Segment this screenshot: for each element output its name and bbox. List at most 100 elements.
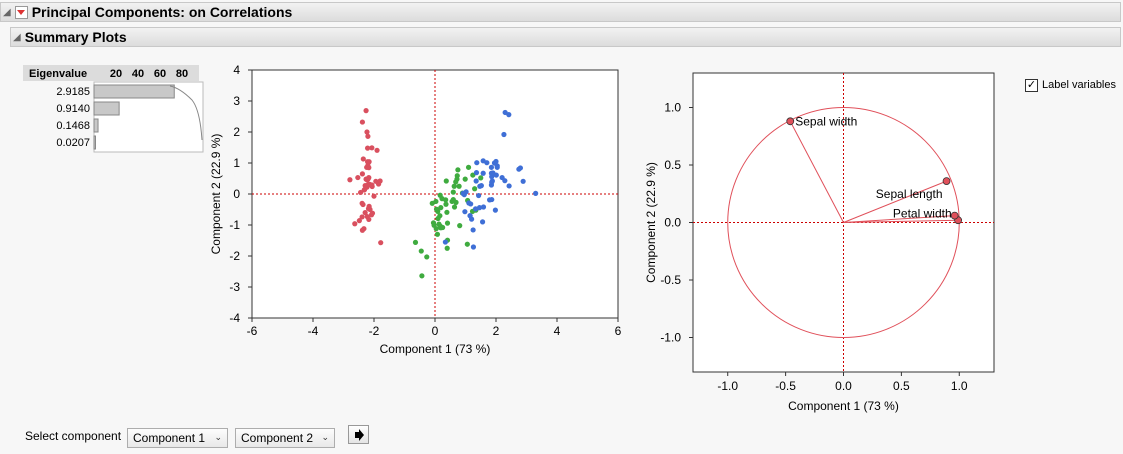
data-point <box>366 216 372 223</box>
component-x-select[interactable]: Component 1 ⌄ <box>127 428 228 448</box>
data-point <box>476 192 482 199</box>
data-point <box>360 156 366 162</box>
data-point <box>434 231 441 237</box>
x-tick-label: 6 <box>615 324 622 338</box>
x-tick-label: 2 <box>493 324 500 338</box>
x-tick-label: 0.5 <box>893 379 910 393</box>
eigen-bar <box>93 135 96 150</box>
x-axis-label: Component 1 (73 %) <box>788 399 899 413</box>
data-point <box>450 196 456 203</box>
data-point <box>369 182 375 188</box>
x-tick-label: 4 <box>554 324 561 338</box>
data-point <box>440 224 446 231</box>
y-tick-label: -1.0 <box>660 331 681 345</box>
section-header[interactable]: ◢ Summary Plots <box>10 27 1121 47</box>
component-y-select[interactable]: Component 2 ⌄ <box>235 428 335 448</box>
loading-vector <box>843 219 959 223</box>
data-point <box>517 165 523 171</box>
data-point <box>488 164 495 170</box>
data-point <box>356 218 362 224</box>
data-point <box>450 189 456 195</box>
eigen-header: Eigenvalue <box>29 68 87 80</box>
data-point <box>474 160 480 166</box>
x-tick-label: 0.0 <box>835 379 852 393</box>
loading-vector <box>789 121 844 223</box>
data-point <box>502 109 508 116</box>
arrow-right-icon <box>354 428 364 441</box>
x-tick-label: -1.0 <box>717 379 738 393</box>
chevron-down-icon: ⌄ <box>321 432 329 442</box>
data-point <box>363 108 369 114</box>
eigen-bar <box>93 101 120 116</box>
eigenvalue-text: 0.0207 <box>56 137 90 149</box>
data-point <box>451 204 458 210</box>
data-point <box>364 145 371 151</box>
data-point <box>430 220 437 226</box>
data-point <box>462 176 468 182</box>
eigen-axis-tick: 80 <box>176 68 188 80</box>
data-point <box>347 177 353 183</box>
data-point <box>444 220 451 226</box>
section-title: Summary Plots <box>24 29 127 45</box>
score-plot: -6 -4 -2 0 2 4 6 -4 -3 -2 -1 0 1 2 3 4 Component 1 (73 %… <box>209 63 622 356</box>
data-point <box>364 159 371 165</box>
report-header[interactable]: ◢ Principal Components: on Correlations <box>0 2 1121 22</box>
y-tick-label: 1 <box>233 156 240 170</box>
loading-point <box>950 211 959 220</box>
data-point <box>365 133 371 139</box>
data-point <box>362 183 368 189</box>
data-point <box>437 213 443 219</box>
x-tick-label: -4 <box>308 324 319 338</box>
data-point <box>433 226 439 232</box>
data-point <box>369 145 375 151</box>
data-point <box>533 190 539 196</box>
data-point <box>470 244 477 250</box>
data-point <box>359 119 366 125</box>
data-point <box>465 164 472 170</box>
report-title: Principal Components: on Correlations <box>31 4 293 20</box>
y-tick-label: -2 <box>229 249 240 263</box>
data-point <box>364 129 370 135</box>
data-point <box>472 206 479 212</box>
y-axis-label: Component 2 (22.9 %) <box>209 134 223 255</box>
data-point <box>362 210 368 216</box>
label-variables-label: Label variables <box>1042 79 1116 91</box>
data-point <box>520 178 526 184</box>
eigenvalue-text: 0.1468 <box>56 120 90 132</box>
x-tick-label: -6 <box>247 324 258 338</box>
loading-label: Petal width <box>893 207 952 221</box>
loading-plot: -1.0 -0.5 0.0 0.5 1.0 -1.0 -0.5 0.0 0.5 1.0 Sepal … <box>644 72 995 413</box>
loading-vector <box>843 180 947 223</box>
go-arrow-button[interactable] <box>348 425 369 444</box>
label-variables-checkbox[interactable]: ✓ <box>1025 79 1038 92</box>
data-point <box>492 207 498 213</box>
red-triangle-menu-icon[interactable] <box>14 5 28 19</box>
data-point <box>443 178 449 184</box>
data-point <box>364 164 370 170</box>
y-tick-label: 0 <box>233 187 240 201</box>
data-point <box>355 174 361 181</box>
collapse-triangle-icon[interactable]: ◢ <box>3 6 11 18</box>
collapse-triangle-icon[interactable]: ◢ <box>13 31 21 43</box>
data-point <box>424 254 430 260</box>
data-point <box>369 210 376 216</box>
data-point <box>444 209 450 215</box>
data-point <box>493 158 499 165</box>
data-point <box>456 183 462 189</box>
eigenvalue-text: 0.9140 <box>56 103 90 115</box>
data-point <box>478 183 484 189</box>
y-tick-label: 4 <box>233 63 240 77</box>
eigen-header-bg <box>23 65 199 81</box>
data-point <box>443 201 449 207</box>
y-tick-label: 3 <box>233 94 240 108</box>
data-point <box>364 177 370 183</box>
eigenvalue-chart: Eigenvalue 20 40 60 80 2.9185 0.9140 0.1468 0.… <box>23 65 204 153</box>
select-component-label: Select component <box>25 429 122 443</box>
x-axis-label: Component 1 (73 %) <box>380 342 491 356</box>
y-axis-label: Component 2 (22.9 %) <box>644 162 658 283</box>
data-point <box>438 205 444 211</box>
data-point <box>466 200 472 206</box>
data-point <box>451 183 457 189</box>
data-point <box>470 172 476 178</box>
data-point <box>357 189 364 196</box>
